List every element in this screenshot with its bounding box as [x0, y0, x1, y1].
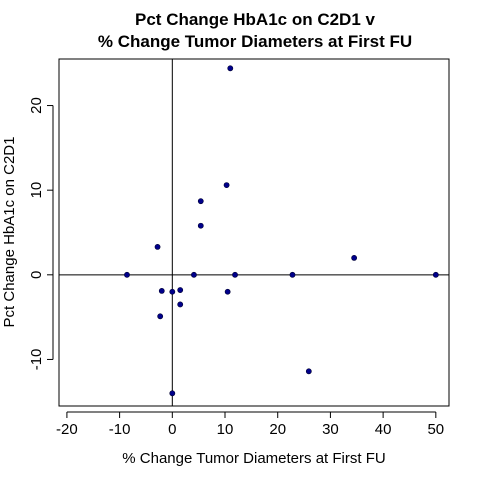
y-tick-label: 10	[28, 182, 45, 199]
data-point	[197, 222, 204, 229]
y-tick-label: 0	[28, 271, 45, 279]
data-point	[191, 271, 197, 278]
plot-area	[58, 58, 450, 407]
data-point	[305, 368, 312, 375]
x-tick-label: -10	[109, 421, 131, 438]
x-tick-label: 0	[168, 421, 176, 438]
data-point	[177, 287, 184, 293]
data-point	[124, 271, 130, 278]
y-axis-label: Pct Change HbA1c on C2D1	[1, 137, 18, 328]
data-point	[227, 65, 234, 72]
data-point	[432, 271, 439, 278]
x-tick-label: 30	[322, 421, 339, 438]
x-tick-label: 10	[217, 421, 234, 438]
x-axis: -20 -10 0 10 20 30 40 50	[56, 411, 444, 438]
data-point	[197, 198, 204, 205]
y-tick-label: -10	[28, 349, 45, 371]
data-point	[289, 271, 296, 278]
x-tick-label: 40	[375, 421, 392, 438]
reference-lines	[59, 59, 449, 406]
data-point	[158, 287, 165, 294]
chart-title-line-2: % Change Tumor Diameters at First FU	[98, 32, 412, 51]
data-point	[232, 271, 238, 278]
data-point	[157, 313, 164, 320]
x-tick-label: 50	[427, 421, 444, 438]
data-points	[124, 65, 439, 397]
data-point	[224, 288, 231, 295]
data-point	[154, 243, 161, 250]
data-point	[169, 288, 176, 295]
data-point	[351, 254, 358, 261]
x-tick-label: 20	[269, 421, 286, 438]
y-axis: -10 0 10 20	[28, 97, 54, 371]
data-point	[177, 301, 184, 308]
y-tick-label: 20	[28, 97, 45, 114]
x-tick-label: -20	[56, 421, 78, 438]
x-axis-label: % Change Tumor Diameters at First FU	[122, 450, 385, 467]
data-point	[223, 182, 230, 189]
data-point	[169, 390, 176, 397]
chart-title-line-1: Pct Change HbA1c on C2D1 v	[135, 10, 375, 29]
